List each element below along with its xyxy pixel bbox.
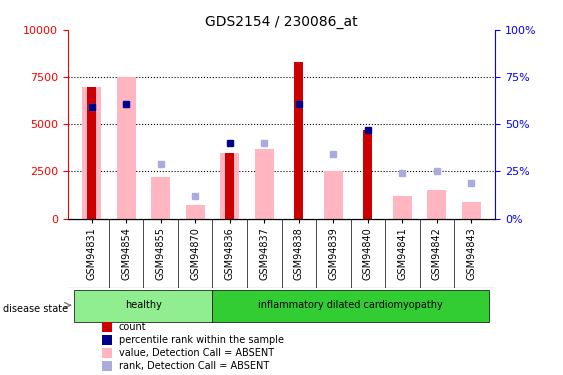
Bar [102,362,113,371]
Text: GSM94843: GSM94843 [466,227,476,280]
Text: GSM94840: GSM94840 [363,227,373,280]
Bar [102,335,113,345]
Text: healthy: healthy [125,300,162,310]
Bar [393,196,412,219]
Bar [254,149,274,219]
Text: GSM94831: GSM94831 [87,227,97,280]
Bar [186,206,205,219]
Bar [102,322,113,332]
FancyBboxPatch shape [74,290,212,322]
Text: GSM94839: GSM94839 [328,227,338,280]
Text: GSM94837: GSM94837 [259,227,269,280]
Text: GSM94841: GSM94841 [397,227,407,280]
Bar [220,153,239,219]
Title: GDS2154 / 230086_at: GDS2154 / 230086_at [205,15,358,29]
Bar [427,190,446,219]
Bar [364,130,372,219]
Bar [87,87,96,219]
Bar [324,171,343,219]
Bar [82,87,101,219]
Text: percentile rank within the sample: percentile rank within the sample [119,335,284,345]
Text: disease state: disease state [3,304,68,314]
Bar [294,62,303,219]
Bar [462,202,481,219]
Bar [225,153,234,219]
Text: count: count [119,322,146,332]
Text: GSM94838: GSM94838 [294,227,304,280]
Text: GSM94870: GSM94870 [190,227,200,280]
FancyBboxPatch shape [212,290,489,322]
Text: value, Detection Call = ABSENT: value, Detection Call = ABSENT [119,348,274,358]
Text: inflammatory dilated cardiomyopathy: inflammatory dilated cardiomyopathy [258,300,443,310]
Bar [151,177,170,219]
Bar [117,77,136,219]
Text: rank, Detection Call = ABSENT: rank, Detection Call = ABSENT [119,361,269,371]
Bar [102,348,113,358]
Text: GSM94836: GSM94836 [225,227,235,280]
Text: GSM94855: GSM94855 [156,227,166,280]
Text: GSM94842: GSM94842 [432,227,442,280]
Text: GSM94854: GSM94854 [121,227,131,280]
